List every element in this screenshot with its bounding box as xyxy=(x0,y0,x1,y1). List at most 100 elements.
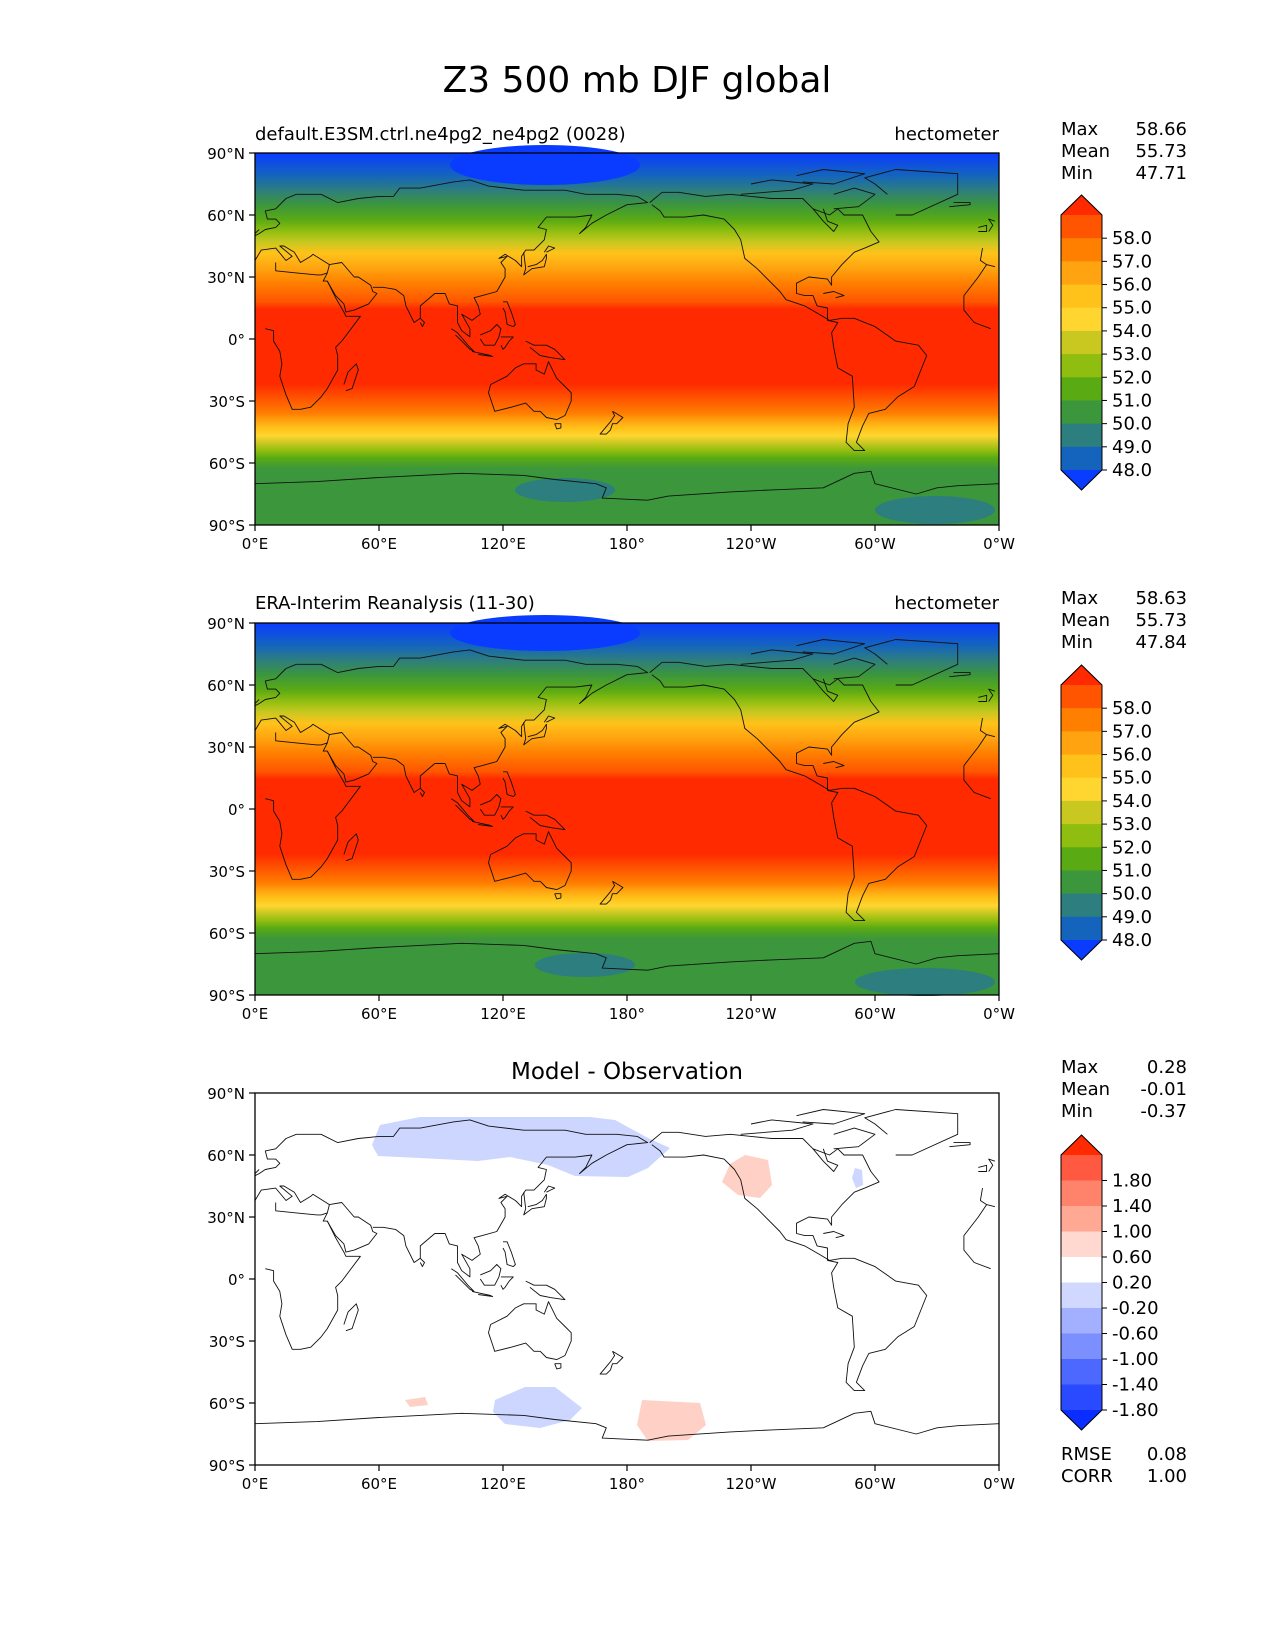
coastline xyxy=(949,202,971,208)
colorbar-label: 48.0 xyxy=(1112,460,1152,481)
lon-tick-label: 60°W xyxy=(854,535,896,553)
colorbar-label: 53.0 xyxy=(1112,344,1152,365)
colorbar-swatch xyxy=(1061,1384,1102,1411)
coastline xyxy=(419,787,425,798)
anomaly-negative-south-pacific xyxy=(493,1387,582,1428)
colorbar-label: 0.60 xyxy=(1112,1247,1152,1268)
stat-mean-label: Mean xyxy=(1061,141,1110,162)
coastline xyxy=(823,1231,845,1239)
coastline xyxy=(554,893,562,900)
coastline xyxy=(343,833,359,862)
panel-1: default.E3SM.ctrl.ne4pg2_ne4pg2 (0028) h… xyxy=(207,119,1187,553)
coastline xyxy=(599,1350,624,1375)
colorbar-swatch xyxy=(1061,261,1102,286)
colorbar-swatch xyxy=(1061,423,1102,448)
colorbar-swatch xyxy=(1061,731,1102,756)
colorbar-label: -0.60 xyxy=(1112,1324,1159,1345)
polar-low-blob xyxy=(450,615,640,651)
lat-axis: 90°N 60°N 30°N 0° 30°S 60°S 90°S xyxy=(207,1085,255,1475)
colorbar-swatch xyxy=(1061,824,1102,848)
coastline xyxy=(488,1301,572,1361)
coastline xyxy=(254,470,1000,501)
colorbar-swatch xyxy=(1061,1180,1102,1207)
coastline xyxy=(326,732,378,783)
colorbar-swatch xyxy=(1061,284,1102,309)
stat-mean-value: 55.73 xyxy=(1135,610,1187,631)
coastline xyxy=(543,245,556,253)
stat-min-label: Min xyxy=(1061,632,1093,653)
lat-tick-label: 90°N xyxy=(207,615,245,633)
coastline xyxy=(812,208,839,232)
stat-mean-label: Mean xyxy=(1061,1079,1110,1100)
coastline xyxy=(740,649,814,665)
map-area-1 xyxy=(254,145,1000,526)
colorbar-label: 55.0 xyxy=(1112,768,1152,789)
lat-tick-label: 0° xyxy=(228,801,245,819)
lon-tick-label: 0°E xyxy=(242,1005,269,1023)
colorbar-label: 56.0 xyxy=(1112,275,1152,296)
stats-block-3: Max 0.28 Mean -0.01 Min -0.37 xyxy=(1061,1057,1187,1122)
lat-tick-label: 60°N xyxy=(207,1147,245,1165)
lat-tick-label: 30°S xyxy=(209,393,245,411)
figure-title: Z3 500 mb DJF global xyxy=(443,60,832,101)
anomaly-negative-canada xyxy=(852,1168,863,1188)
coastline xyxy=(471,820,494,828)
coastline xyxy=(502,301,516,328)
colorbar-label: 58.0 xyxy=(1112,228,1152,249)
coastline xyxy=(525,1280,566,1301)
stats-block-2: Max 58.63 Mean 55.73 Min 47.84 xyxy=(1061,588,1187,653)
lon-tick-label: 0°E xyxy=(242,1475,269,1493)
colorbar-swatch xyxy=(1061,708,1102,732)
lat-tick-label: 60°S xyxy=(209,1395,245,1413)
coastline xyxy=(343,1303,359,1332)
coastline xyxy=(479,794,502,816)
coastline xyxy=(833,187,876,210)
lon-tick-label: 180° xyxy=(609,535,645,553)
stat-max-value: 58.66 xyxy=(1135,119,1187,140)
lon-tick-label: 120°E xyxy=(480,535,526,553)
coastline xyxy=(451,1268,475,1292)
colorbar-label: 53.0 xyxy=(1112,814,1152,835)
lat-tick-label: 60°S xyxy=(209,455,245,473)
polar-low-blob xyxy=(450,145,640,185)
lat-tick-label: 0° xyxy=(228,1271,245,1289)
coastline xyxy=(326,1202,378,1253)
coastline xyxy=(554,1363,562,1370)
lat-tick-label: 30°S xyxy=(209,863,245,881)
antarctic-teal-blob xyxy=(515,478,615,502)
coastline xyxy=(554,423,562,430)
lon-axis: 0°E 60°E 120°E 180° 120°W 60°W 0°W xyxy=(242,1465,1015,1493)
coastline xyxy=(949,672,971,678)
colorbar-label: 57.0 xyxy=(1112,251,1152,272)
coastline xyxy=(649,1131,928,1392)
lat-tick-label: 60°S xyxy=(209,925,245,943)
coastline xyxy=(254,715,996,880)
coastlines xyxy=(254,639,1000,971)
coastline xyxy=(599,880,624,905)
coastlines xyxy=(254,1109,1000,1441)
colorbar-label: 56.0 xyxy=(1112,745,1152,766)
lon-axis: 0°E 60°E 120°E 180° 120°W 60°W 0°W xyxy=(242,525,1015,553)
coastline xyxy=(502,1241,516,1268)
colorbar-swatch xyxy=(1061,307,1102,332)
anomaly-positive-alaska xyxy=(722,1155,772,1198)
lat-tick-label: 60°N xyxy=(207,677,245,695)
colorbar-swatch xyxy=(1061,847,1102,871)
lon-tick-label: 180° xyxy=(609,1005,645,1023)
lat-axis: 90°N 60°N 30°N 0° 30°S 60°S 90°S xyxy=(207,145,255,535)
coastline xyxy=(740,1119,814,1135)
colorbar-swatch xyxy=(1061,400,1102,425)
lon-tick-label: 0°W xyxy=(983,535,1015,553)
coastline xyxy=(978,1164,988,1172)
lat-tick-label: 90°S xyxy=(209,517,245,535)
coastline xyxy=(523,722,547,746)
coastline xyxy=(978,694,988,702)
coastline xyxy=(502,771,516,798)
colorbar-swatch xyxy=(1061,215,1102,239)
metrics-block: RMSE 0.08 CORR 1.00 xyxy=(1061,1444,1187,1487)
coastline xyxy=(488,361,572,421)
coastline xyxy=(525,810,566,831)
stats-block-1: Max 58.66 Mean 55.73 Min 47.71 xyxy=(1061,119,1187,184)
lat-tick-label: 90°N xyxy=(207,1085,245,1103)
